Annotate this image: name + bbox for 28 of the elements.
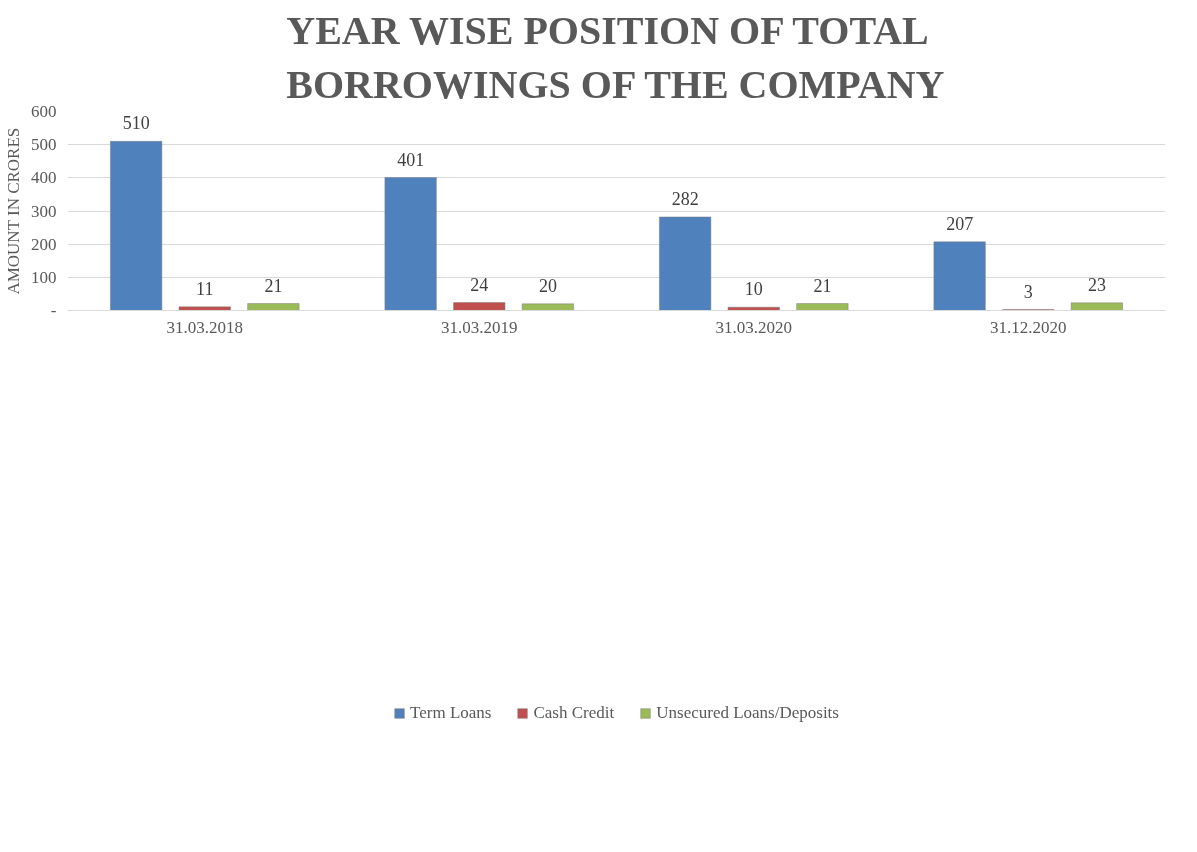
y-axis-title: AMOUNT IN CRORES [4, 127, 23, 295]
x-tick-label: 31.03.2020 [715, 317, 792, 337]
data-label: 401 [397, 149, 425, 170]
chart-title: YEAR WISE POSITION OF TOTAL BORROWINGS OF THE COMPANY [286, 7, 945, 107]
y-tick-label: - [50, 301, 57, 320]
y-tick-label: 300 [31, 201, 57, 221]
data-label: 21 [813, 275, 832, 296]
data-label: 21 [264, 275, 283, 296]
legend-label: Cash Credit [533, 702, 615, 723]
legend-label: Term Loans [410, 702, 492, 723]
data-label: 20 [538, 275, 557, 296]
x-tick-label: 31.03.2019 [441, 317, 518, 337]
y-tick-label: 500 [31, 135, 57, 155]
x-tick-label: 31.03.2018 [166, 317, 243, 337]
data-label: 10 [744, 279, 763, 300]
y-tick-label: 400 [31, 168, 57, 188]
data-label: 24 [470, 274, 489, 295]
y-tick-label: 100 [31, 267, 57, 287]
data-label: 510 [122, 113, 150, 134]
data-label: 23 [1087, 274, 1106, 295]
y-tick-label: 200 [31, 234, 57, 254]
data-label: 3 [1023, 281, 1033, 302]
data-label: 11 [196, 278, 214, 299]
legend-label: Unsecured Loans/Deposits [656, 702, 839, 723]
x-tick-label: 31.12.2020 [990, 317, 1067, 337]
y-tick-label: 600 [31, 102, 57, 121]
data-label: 207 [946, 213, 974, 234]
data-label: 282 [671, 188, 699, 209]
